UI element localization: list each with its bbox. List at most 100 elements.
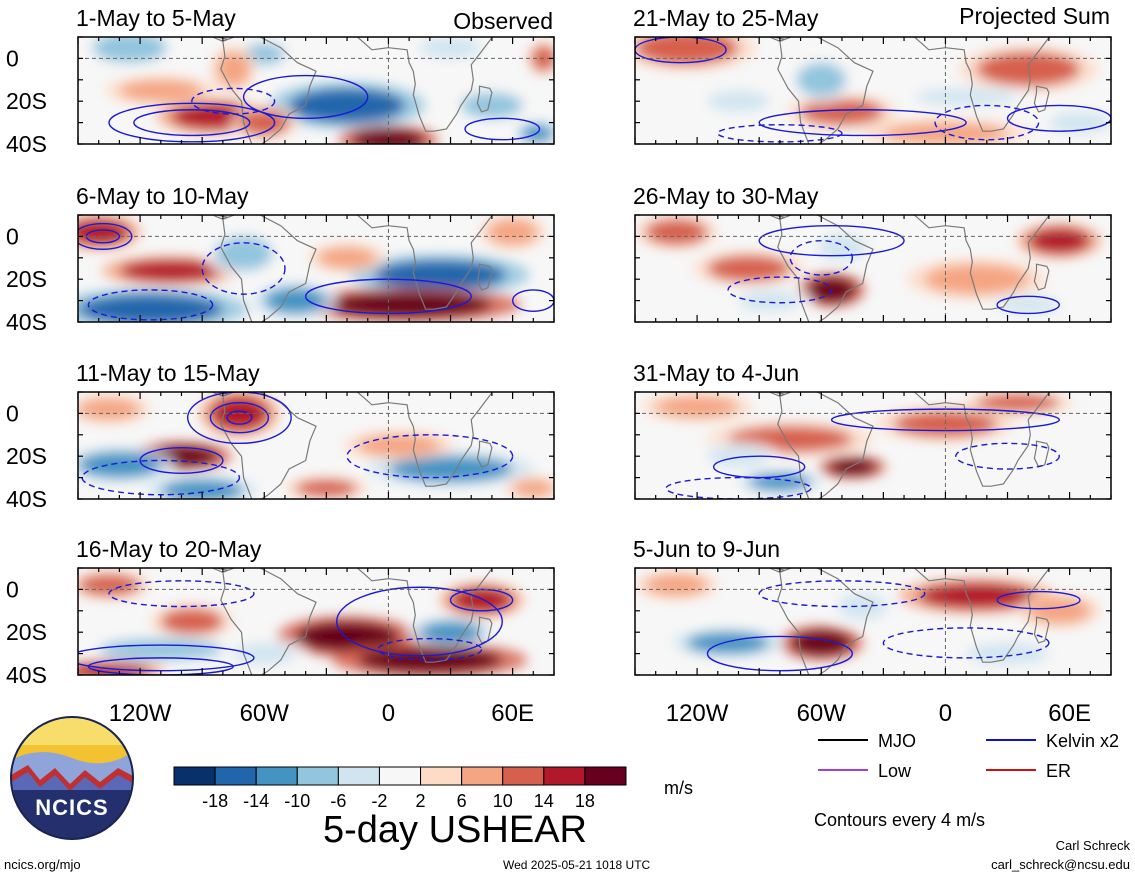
panel-title: 1-May to 5-May [76,5,236,31]
tick-marks [77,391,555,500]
contour-positive [758,224,905,257]
panel-frame [634,214,1112,323]
coastline [913,215,1051,310]
field-blob [512,479,554,497]
field-blob [243,43,285,65]
colorbar-tick-label: 18 [575,791,595,811]
tick-marks [634,391,1112,500]
contour-positive [209,401,270,434]
x-tick-label: 60W [797,700,847,727]
field-blob [216,51,250,87]
contour-positive [635,37,727,64]
colorbar-tick-label: -14 [243,791,269,811]
colorbar-tick-label: 10 [493,791,513,811]
field-blob [119,259,223,282]
shading-group [78,215,547,322]
x-tick-label: 0 [382,700,395,727]
contour-positive [78,644,255,672]
coastline [777,568,874,675]
coastline [1034,371,1065,388]
contour-positive [139,446,224,475]
colorbar-bin [543,766,586,786]
contour-positive [226,410,253,425]
contour-positive [108,102,276,143]
coastline [1033,616,1050,644]
projected-label: Projected Sum [959,3,1110,29]
coastline [777,392,874,499]
panel-6: 26-May to 30-May [633,183,1112,323]
contour-negative [201,242,286,295]
field-blob [419,37,482,59]
field-blob [419,621,482,643]
y-tick-label: 0 [6,223,19,249]
panel-title: 6-May to 10-May [76,183,249,209]
y-tick-label: 20S [6,619,47,645]
panel-plot-area [78,392,554,499]
panel-4: 16-May to 20-May 0 20S 40S [6,536,555,688]
tick-marks [634,567,1112,676]
field-blob [997,296,1060,314]
panel-plot-area [635,37,1111,144]
contour-negative [955,442,1060,470]
panel-plot-area [78,568,554,675]
field-blob [738,289,801,312]
colorbar: -18 -14 -10 -6 -2 2 6 10 14 18 [173,766,627,811]
contour-negative [934,104,1040,141]
field-blob [924,264,1029,295]
panel-title: 26-May to 30-May [633,183,819,209]
contour-group [78,580,514,675]
field-blob [357,434,441,457]
y-tick-label: 0 [6,576,19,602]
colorbar-bin [502,766,545,786]
colorbar-bin [296,766,339,786]
panel-frame [77,567,555,676]
field-blob [686,632,770,654]
x-tick-label: 60E [491,700,534,727]
colorbar-bin [214,766,257,786]
legend-label: ER [1046,761,1071,781]
field-blob [373,259,507,290]
coastline [356,37,494,132]
y-tick-label: 40S [6,486,47,512]
colorbar-bin [420,766,463,786]
coastline [1034,194,1065,211]
coastline [220,215,317,322]
field-blob [92,37,167,63]
footer-author: Carl Schreck [1056,838,1131,853]
colorbar-bin [255,766,298,786]
contour-negative [882,627,1050,659]
panel-title: 21-May to 25-May [633,5,819,31]
coastline [356,215,494,310]
tick-marks [77,567,555,676]
contour-negative [81,459,241,496]
panel-plot-area [635,371,1111,499]
tick-marks [77,36,555,145]
colorbar-tick-label: -6 [330,791,346,811]
contour-negative [191,87,276,115]
x-tick-label: 60W [240,700,290,727]
units-label: m/s [664,778,693,798]
y-tick-label: 20S [6,88,47,114]
coastline [913,37,1051,132]
coastline [356,568,494,663]
panel-8: 5-Jun to 9-Jun [633,536,1112,676]
coastline [1033,263,1050,291]
contour-positive [78,222,133,250]
contour-group [81,392,514,496]
panel-plot-area [635,194,1111,322]
y-tick-label: 40S [6,131,47,157]
field-blob [707,255,791,282]
panel-title: 11-May to 15-May [76,360,260,386]
field-blob [289,88,405,123]
colorbar-tick-label: -10 [284,791,310,811]
ncics-logo: NCICS [10,716,134,840]
panel-title: 31-May to 4-Jun [633,360,799,386]
field-blob [78,574,141,596]
field-blob [98,638,223,661]
tick-marks [634,214,1112,323]
contour-positive [87,657,234,675]
panel-plot-area [78,37,554,144]
field-blob [487,219,538,245]
panel-frame [77,214,555,323]
